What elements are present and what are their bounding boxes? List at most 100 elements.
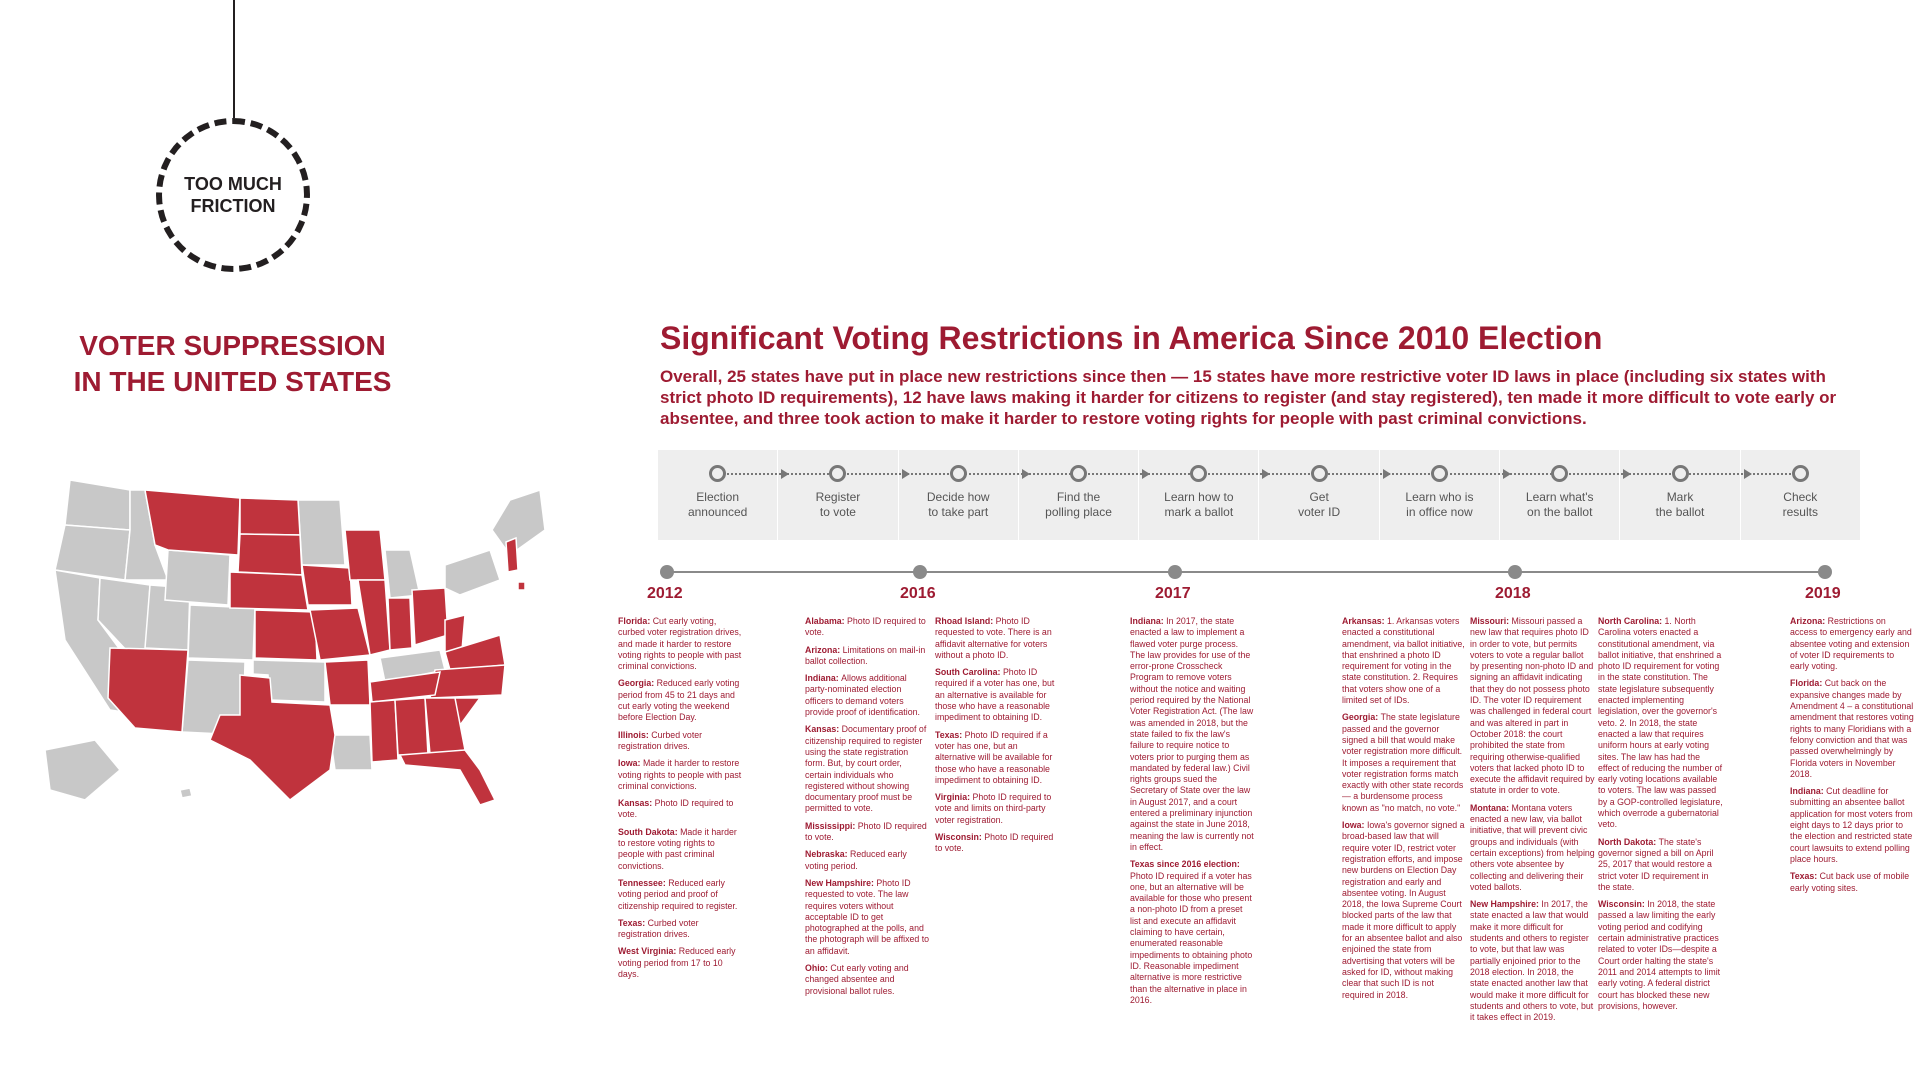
state-text: Photo ID required if a voter has one, bu…: [1130, 870, 1253, 1005]
step-label: Find the polling place: [1045, 490, 1112, 519]
step-label: Learn who is in office now: [1405, 490, 1474, 519]
state-name: Georgia:: [618, 678, 657, 689]
state-name: Wisconsin:: [1598, 899, 1648, 910]
state-vermont-maine: [491, 488, 546, 557]
state-colorado: [187, 604, 256, 661]
step-circle-icon: [709, 465, 727, 482]
state-entry: Rhoad Island: Photo ID requested to vote…: [935, 616, 1060, 661]
state-entry: Georgia: Reduced early voting period fro…: [618, 678, 743, 723]
state-entry: Wisconsin: Photo ID required to vote.: [935, 832, 1060, 855]
state-entry: Arkansas: 1. Arkansas voters enacted a c…: [1342, 616, 1467, 706]
state-entry: Wisconsin: In 2018, the state passed a l…: [1598, 899, 1723, 1012]
timeline-year-2016: 2016: [900, 585, 936, 602]
state-name: Arizona:: [1790, 616, 1828, 626]
voting-steps-bar: Election announced Register to vote Decide…: [658, 450, 1860, 540]
state-alaska: [44, 739, 122, 801]
step-connector: [1680, 473, 1800, 475]
step-label: Election announced: [687, 490, 748, 519]
state-name: Arkansas:: [1342, 616, 1387, 626]
state-entry: Texas: Curbed voter registration drives.: [618, 918, 743, 941]
state-name: Virginia:: [935, 792, 973, 803]
timeline-year-2017: 2017: [1155, 585, 1191, 602]
state-text: Reduced early voting period.: [805, 849, 907, 871]
state-entry: Ohio: Cut early voting and changed absen…: [805, 963, 930, 997]
state-texas: [209, 674, 336, 801]
state-name: South Dakota:: [618, 826, 681, 837]
state-entry: Indiana: In 2017, the state enacted a la…: [1130, 616, 1255, 853]
state-name: Ohio:: [805, 963, 831, 974]
state-text: 1. North Carolina voters enacted a const…: [1598, 616, 1723, 830]
arrow-right-icon: [1021, 469, 1030, 479]
state-name: Missouri:: [1470, 616, 1512, 626]
state-text: Cut back on the expansive changes made b…: [1790, 678, 1914, 779]
step-6: Get voter ID: [1259, 450, 1439, 540]
timeline-dot-2012: [660, 565, 674, 579]
state-entry: Florida: Cut back on the expansive chang…: [1790, 678, 1915, 780]
state-name: Texas:: [935, 729, 965, 740]
state-alabama: [394, 697, 429, 756]
state-text: In 2018, the state passed a law limiting…: [1598, 899, 1721, 1011]
state-entry: North Dakota: The state's governor signe…: [1598, 837, 1723, 893]
state-kansas: [254, 609, 318, 661]
state-text: Photo ID required if a voter has one, bu…: [935, 729, 1053, 785]
timeline-dot-2018: [1508, 565, 1522, 579]
step-circle-icon: [949, 465, 967, 482]
step-circle-icon: [1070, 465, 1088, 482]
state-name: Florida:: [618, 616, 653, 626]
timeline-line: [667, 571, 1830, 573]
state-entry: Texas: Cut back use of mobile early voti…: [1790, 871, 1915, 894]
state-name: West Virginia:: [618, 946, 679, 957]
state-entry: Iowa: Made it harder to restore voting r…: [618, 758, 743, 792]
state-entry: Georgia: The state legislature passed an…: [1342, 712, 1467, 814]
state-entry: South Carolina: Photo ID required if a v…: [935, 667, 1060, 723]
arrow-right-icon: [781, 469, 790, 479]
state-entry: Illinois: Curbed voter registration driv…: [618, 730, 743, 753]
state-text: Cut back use of mobile early voting site…: [1790, 871, 1910, 893]
badge-circle: TOO MUCH FRICTION: [156, 118, 310, 272]
state-text: In 2017, the state enacted a law to impl…: [1130, 616, 1254, 852]
state-name: Montana:: [1470, 802, 1512, 813]
state-entry: Indiana: Allows additional party-nominat…: [805, 673, 930, 718]
state-entry: Alabama: Photo ID required to vote.: [805, 616, 930, 639]
step-connector: [717, 473, 837, 475]
timeline-dot-2016: [913, 565, 927, 579]
state-text: Restrictions on access to emergency earl…: [1790, 616, 1912, 672]
state-text: Curbed voter registration drives.: [618, 917, 699, 940]
state-name: Indiana:: [805, 673, 842, 684]
state-entry: Arizona: Limitations on mail-in ballot c…: [805, 645, 930, 668]
state-iowa: [301, 564, 353, 606]
state-montana: [144, 489, 241, 556]
state-name: North Carolina:: [1598, 616, 1665, 626]
step-connector: [837, 473, 958, 475]
state-text: Reduced early voting period from 17 to 1…: [618, 946, 736, 980]
state-name: North Dakota:: [1598, 836, 1659, 847]
us-map: [40, 470, 580, 810]
state-text: Photo ID requested to vote. There is an …: [935, 616, 1052, 660]
state-entry: New Hampshire: Photo ID requested to vot…: [805, 878, 930, 957]
state-text: Documentary proof of citizenship require…: [805, 724, 927, 814]
state-minnesota: [297, 499, 346, 566]
state-north-dakota: [239, 497, 301, 536]
state-name: Texas:: [1790, 871, 1820, 882]
state-arkansas: [324, 659, 371, 706]
state-nebraska: [229, 571, 309, 611]
state-south-dakota: [237, 533, 303, 576]
step-label: Decide how to take part: [926, 490, 990, 519]
state-rhode-island: [517, 581, 526, 591]
state-name: Tennessee:: [618, 877, 669, 888]
arrow-right-icon: [1623, 469, 1632, 479]
state-text: Made it harder to restore voting rights …: [618, 758, 742, 791]
step-circle-icon: [1671, 465, 1689, 482]
arrow-right-icon: [1262, 469, 1271, 479]
state-name: Mississippi:: [805, 820, 858, 831]
arrow-right-icon: [901, 469, 910, 479]
state-new-york: [444, 549, 501, 596]
state-name: Texas:: [618, 917, 648, 928]
state-name: New Hampshire:: [1470, 899, 1542, 910]
state-text: 1. Arkansas voters enacted a constitutio…: [1342, 616, 1465, 706]
step-label: Learn what's on the ballot: [1525, 490, 1594, 519]
state-text: Cut early voting and changed absentee an…: [805, 963, 909, 996]
state-wisconsin: [344, 529, 386, 581]
state-entry: Iowa: Iowa's governor signed a broad-bas…: [1342, 820, 1467, 1001]
step-connector: [1319, 473, 1439, 475]
